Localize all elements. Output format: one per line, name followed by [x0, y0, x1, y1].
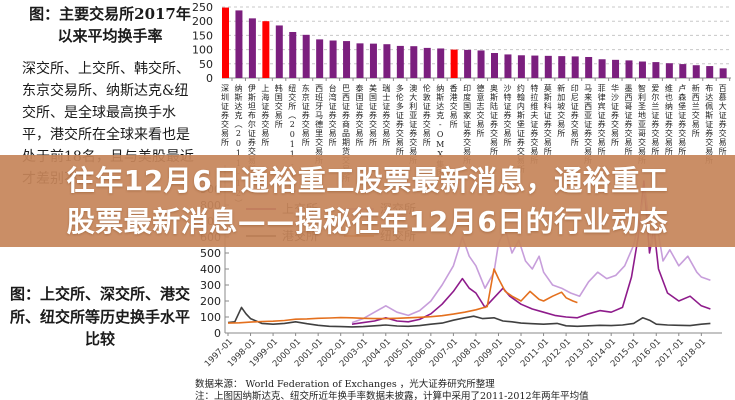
bar: [235, 10, 243, 79]
y-tick-label: 0: [206, 72, 213, 85]
bar: [275, 25, 283, 78]
bar: [585, 56, 593, 78]
bar: [612, 59, 620, 78]
bar: [625, 60, 633, 78]
headline-line2: 股票最新消息——揭秘往年12月6日的行业动态: [66, 205, 669, 238]
bar: [719, 68, 727, 78]
bar: [679, 64, 687, 78]
bar: [706, 66, 714, 78]
bar: [383, 44, 391, 78]
bar: [437, 48, 445, 78]
y-tick-label: 400: [200, 263, 221, 276]
bar: [477, 50, 485, 78]
bar: [692, 65, 700, 78]
bottom-figure-title: 图：上交所、深交所、港交所、纽交所等历史换手水平比较: [9, 285, 190, 348]
bar: [558, 56, 566, 78]
bar: [517, 55, 525, 78]
bar: [464, 49, 472, 78]
bar: [262, 21, 270, 78]
bar: [356, 43, 364, 78]
headline-banner: 往年12月6日通裕重工股票最新消息，通裕重工 股票最新消息——揭秘往年12月6日…: [0, 155, 735, 247]
bar: [329, 40, 337, 78]
bar: [302, 34, 310, 78]
bar: [491, 53, 498, 78]
bar: [410, 46, 418, 78]
y-tick-label: 500: [200, 247, 221, 260]
bar: [665, 63, 673, 78]
bar: [316, 39, 324, 78]
bar: [248, 18, 256, 78]
bar: [504, 54, 512, 78]
y-tick-label: 100: [200, 311, 221, 324]
y-tick-label: 50: [199, 58, 213, 71]
bar: [598, 59, 606, 78]
bar: [369, 43, 377, 78]
y-tick-label: 0: [214, 327, 221, 340]
bar: [531, 55, 539, 78]
bar: [638, 61, 646, 78]
series-line-nyse: [227, 268, 578, 324]
y-tick-label: 200: [200, 295, 221, 308]
y-tick-label: 300: [200, 279, 221, 292]
bar: [343, 41, 351, 78]
bar: [289, 31, 297, 78]
series-line-hkex: [227, 306, 711, 328]
data-note-line: 注：上图因纳斯达克、纽交所近年换手率数据未披露，计算中采用了2011-2012年…: [195, 390, 589, 400]
bar: [423, 47, 431, 78]
top-figure-title: 图：主要交易所2017年以来平均换手率: [29, 5, 191, 45]
bar: [222, 7, 229, 78]
bar: [544, 55, 552, 78]
source-block: 数据来源： World Federation of Exchanges ，光大证…: [195, 379, 735, 400]
headline-line1: 往年12月6日通裕重工股票最新消息，通裕重工: [66, 163, 669, 197]
bar: [571, 56, 579, 78]
bar: [450, 49, 458, 78]
bar: [652, 62, 660, 78]
data-source-line: 数据来源： World Federation of Exchanges ，光大证…: [195, 379, 495, 390]
bar: [396, 45, 404, 78]
